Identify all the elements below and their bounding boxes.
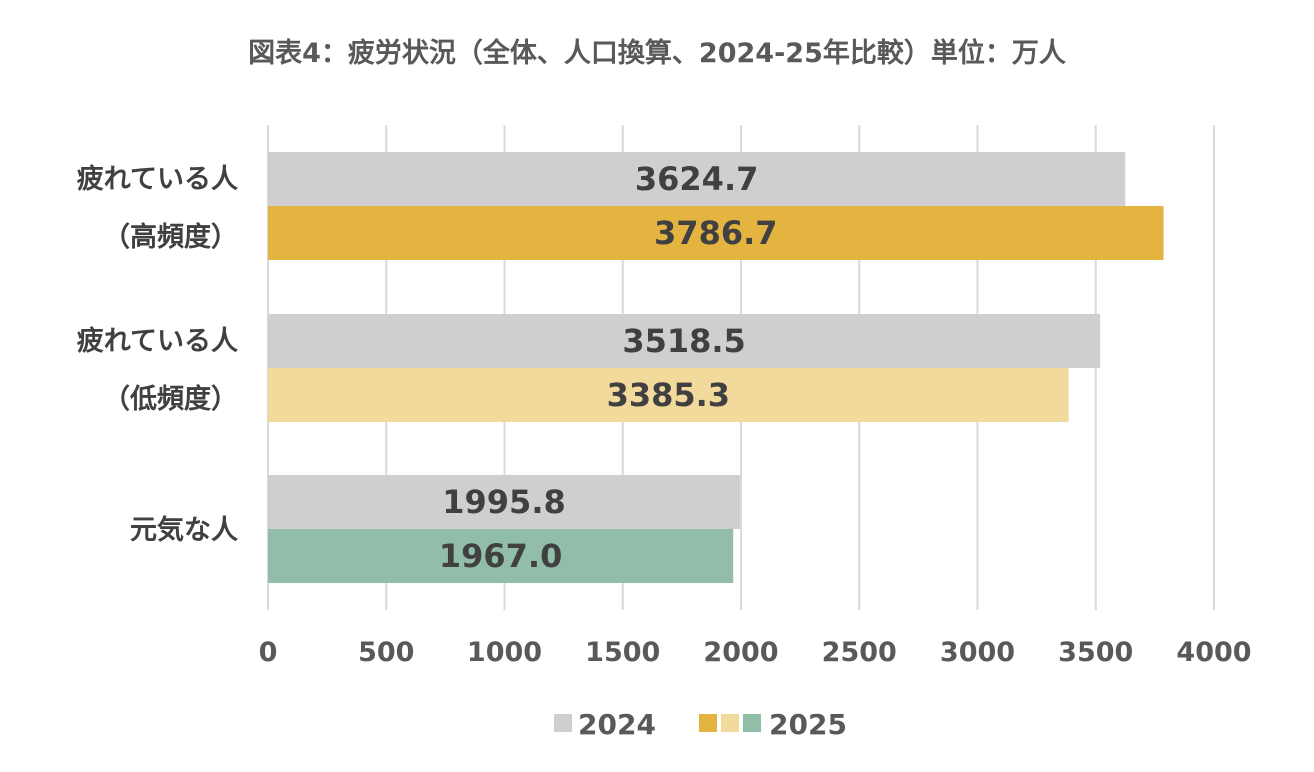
legend-swatch [721, 714, 739, 732]
category-label-sub: （低頻度） [103, 383, 238, 415]
legend-swatch [743, 714, 761, 732]
bar-2025-2 [268, 529, 734, 583]
x-tick-label: 4000 [1176, 637, 1251, 668]
x-tick-label: 2500 [822, 637, 897, 668]
legend-label: 2024 [578, 708, 656, 741]
bar-2025-1 [268, 368, 1069, 422]
x-tick-label: 3000 [940, 637, 1015, 668]
category-labels: 疲れている人 （高頻度） 疲れている人 （低頻度） 元気な人 [77, 163, 238, 546]
bar-2024-0 [268, 152, 1126, 206]
data-label: 3385.3 [607, 376, 730, 414]
data-label: 3518.5 [622, 322, 745, 360]
x-tick-label: 500 [358, 637, 414, 668]
category-label: 元気な人 [130, 514, 238, 546]
chart-title: 図表4：疲労状況（全体、人口換算、2024-25年比較）単位：万人 [248, 37, 1066, 69]
data-labels: 3624.7 3518.5 1995.8 3786.7 3385.3 1967.0 [439, 160, 778, 575]
bar-2024-1 [268, 314, 1101, 368]
x-tick-labels: 0 500 1000 1500 2000 2500 3000 3500 4000 [259, 637, 1252, 668]
x-tick-label: 0 [259, 637, 278, 668]
x-tick-label: 3500 [1058, 637, 1133, 668]
legend-label: 2025 [769, 708, 847, 741]
legend: 2024 2025 [554, 708, 847, 741]
data-label: 1967.0 [439, 537, 562, 575]
x-tick-label: 1500 [585, 637, 660, 668]
x-tick-label: 1000 [467, 637, 542, 668]
bar-2025-0 [268, 206, 1164, 260]
x-tick-label: 2000 [703, 637, 778, 668]
bars [268, 152, 1164, 583]
data-label: 1995.8 [442, 483, 565, 521]
category-label: 疲れている人 [77, 163, 238, 195]
category-label: 疲れている人 [77, 325, 238, 357]
bar-2024-2 [268, 475, 741, 529]
legend-swatch [699, 714, 717, 732]
data-label: 3624.7 [635, 160, 758, 198]
data-label: 3786.7 [654, 214, 777, 252]
category-label-sub: （高頻度） [103, 221, 238, 253]
legend-swatch [554, 714, 572, 732]
